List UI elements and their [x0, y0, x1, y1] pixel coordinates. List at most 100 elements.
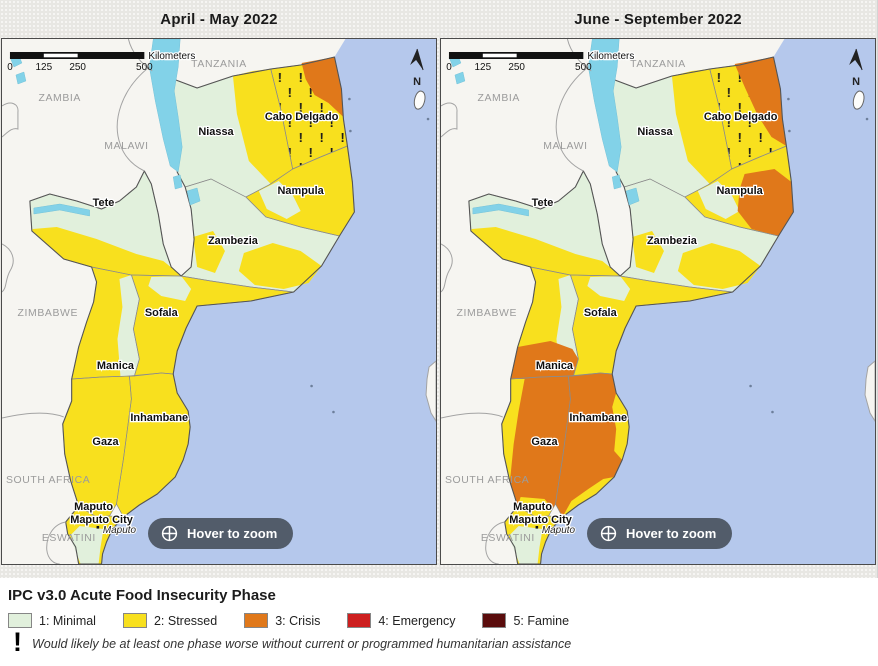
svg-text:N: N: [852, 76, 860, 88]
island-dot-3: [788, 129, 791, 133]
label-tanzania: TANZANIA: [191, 59, 247, 70]
hover-to-zoom-button[interactable]: Hover to zoom: [148, 518, 294, 549]
label-zambia: ZAMBIA: [38, 93, 80, 104]
island-dot-2: [348, 97, 351, 101]
region-zambezia_c2: [677, 243, 761, 289]
label-city: Maputo: [542, 525, 576, 536]
map-frame-left[interactable]: !!0125250500KilometersNTANZANIAZAMBIAMAL…: [1, 38, 437, 565]
legend-item-minimal: 1: Minimal: [8, 613, 96, 628]
region-gaza[interactable]: [501, 376, 571, 517]
map-panel-april-may: April - May 2022 !!0125250500KilometersN…: [1, 0, 437, 565]
ipc-map-june-september[interactable]: !!0125250500KilometersNTANZANIAZAMBIAMAL…: [441, 39, 875, 564]
svg-text:250: 250: [508, 62, 525, 73]
legend-swatch-crisis: [244, 613, 269, 628]
svg-text:Kilometers: Kilometers: [587, 51, 634, 62]
lake-0: [149, 39, 183, 173]
maputo-city-marker: [96, 526, 100, 529]
label-malawi: MALAWI: [104, 141, 148, 152]
label-manica: Manica: [536, 360, 574, 372]
legend-swatch-minimal: [8, 613, 32, 628]
svg-text:500: 500: [136, 62, 153, 73]
footnote-text: Would likely be at least one phase worse…: [32, 637, 572, 652]
madagascar-coast: [864, 360, 875, 422]
label-malawi: MALAWI: [543, 141, 587, 152]
mozambique-outline: [29, 56, 355, 564]
label-inhambane: Inhambane: [569, 412, 627, 424]
region-manica_e: [117, 275, 140, 376]
country-border-3: [441, 243, 453, 293]
label-sofala: Sofala: [584, 307, 618, 319]
ocean: [101, 39, 436, 564]
label-nampula: Nampula: [717, 185, 764, 197]
island-dot-4: [865, 117, 869, 121]
country-border-5: [46, 521, 66, 564]
country-border-2: [441, 102, 458, 138]
ocean: [540, 39, 875, 564]
country-border-2: [2, 102, 19, 138]
island-dot-0: [310, 384, 313, 388]
region-inhambane[interactable]: [116, 373, 191, 517]
label-inhambane: Inhambane: [130, 412, 188, 424]
legend-swatch-stressed: [122, 613, 147, 628]
svg-text:Kilometers: Kilometers: [148, 51, 195, 62]
label-maputo: Maputo: [513, 501, 552, 513]
label-tete: Tete: [532, 197, 554, 209]
hover-button-label: Hover to zoom: [626, 526, 717, 541]
legend-item-emergency: 4: Emergency: [347, 613, 455, 628]
region-nampula[interactable]: [245, 146, 355, 236]
region-maputo_s: [70, 526, 104, 564]
island-dot-3: [349, 129, 352, 133]
label-eswatini: ESWATINI: [481, 533, 535, 544]
exclamation-symbol: !: [13, 627, 22, 657]
label-tete: Tete: [93, 197, 115, 209]
region-zambezia_c2: [238, 243, 322, 289]
region-inhambane[interactable]: [555, 373, 630, 517]
region-gaza[interactable]: [62, 376, 132, 517]
label-niassa: Niassa: [637, 126, 673, 138]
map-frame-right[interactable]: !!0125250500KilometersNTANZANIAZAMBIAMAL…: [440, 38, 876, 565]
region-cabo_delgado_ne: [301, 57, 344, 117]
label-tanzania: TANZANIA: [630, 59, 686, 70]
lake-1: [611, 174, 622, 190]
island-dot-0: [749, 384, 752, 388]
ipc-legend: IPC v3.0 Acute Food Insecurity Phase 1: …: [0, 578, 878, 666]
label-nampula: Nampula: [278, 185, 325, 197]
hover-to-zoom-button[interactable]: Hover to zoom: [587, 518, 733, 549]
legend-label-emergency: 4: Emergency: [378, 613, 456, 628]
lake-2: [625, 187, 640, 206]
label-maputo: Maputo: [74, 501, 113, 513]
label-zimbabwe: ZIMBABWE: [18, 308, 78, 319]
madagascar-coast: [425, 360, 436, 422]
lake-3: [472, 203, 529, 217]
legend-footnote: ! Would likely be at least one phase wor…: [8, 627, 868, 658]
svg-text:500: 500: [575, 62, 592, 73]
label-maputo-city: Maputo City: [70, 514, 134, 526]
label-manica: Manica: [97, 360, 135, 372]
label-niassa: Niassa: [198, 126, 234, 138]
label-south-africa: SOUTH AFRICA: [445, 475, 529, 486]
country-border-3: [2, 243, 14, 293]
label-maputo-city: Maputo City: [509, 514, 573, 526]
label-cabo-delgado: Cabo Delgado: [265, 111, 339, 123]
legend-label-crisis: 3: Crisis: [275, 613, 321, 628]
svg-text:125: 125: [36, 62, 53, 73]
mozambique-outline: [468, 56, 794, 564]
region-tete_s: [470, 227, 621, 276]
legend-swatch-famine: [482, 613, 507, 628]
offshore-island: [852, 90, 865, 110]
country-border-1: [555, 66, 589, 172]
lake-1: [172, 174, 183, 190]
legend-item-crisis: 3: Crisis: [244, 613, 320, 628]
maputo-city-marker: [535, 526, 539, 529]
ipc-map-april-may[interactable]: !!0125250500KilometersNTANZANIAZAMBIAMAL…: [2, 39, 436, 564]
region-zambezia_c1: [632, 231, 664, 273]
lake-5: [454, 71, 466, 85]
svg-text:250: 250: [69, 62, 86, 73]
island-dot-1: [771, 410, 774, 414]
label-city: Maputo: [103, 525, 137, 536]
region-zambezia_c1: [193, 231, 225, 273]
north-arrow: N: [849, 48, 865, 110]
